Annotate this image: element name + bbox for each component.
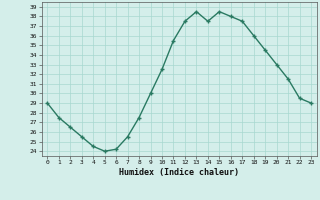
X-axis label: Humidex (Indice chaleur): Humidex (Indice chaleur) bbox=[119, 168, 239, 177]
